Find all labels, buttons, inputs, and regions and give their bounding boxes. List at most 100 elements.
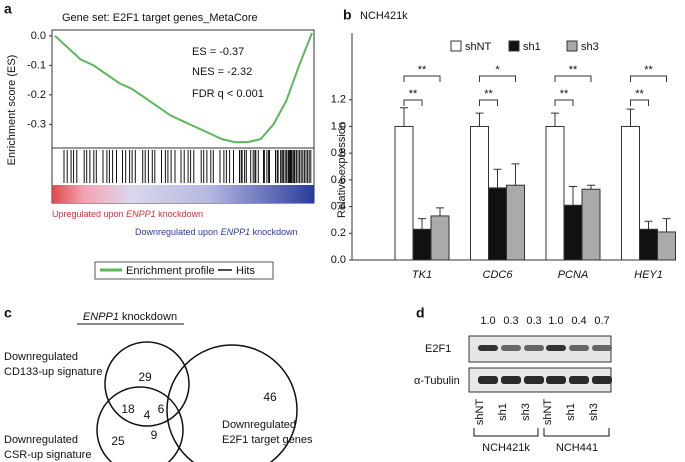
rank-gradient [52, 185, 314, 203]
chart-title: Gene set: E2F1 target genes_MetaCore [62, 12, 258, 24]
x-tick-label: CDC6 [483, 269, 514, 281]
annotation: ES = -0.37 [192, 46, 244, 58]
hits [63, 150, 312, 183]
significance-bracket [630, 75, 667, 82]
text-part: ENPP1 [126, 209, 156, 219]
y-tick-label: 0.6 [331, 174, 346, 186]
significance-label: ** [418, 64, 427, 76]
band [546, 345, 566, 351]
ratio: 0.7 [594, 315, 609, 327]
error-bar [493, 168, 502, 188]
y-tick-label: -0.3 [27, 118, 46, 130]
significance-bracket [479, 99, 498, 106]
annotation: Upregulated upon ENPP1 knockdown [52, 209, 203, 219]
bar [621, 125, 640, 261]
error-bar [587, 184, 595, 190]
band [524, 376, 544, 384]
significance-bracket [403, 75, 441, 82]
bar [394, 125, 414, 261]
text-part: Downregulated upon [135, 227, 221, 237]
band [592, 345, 612, 351]
bar [545, 125, 565, 261]
venn-circle [104, 341, 190, 427]
error-bar [662, 218, 671, 232]
significance-label: ** [644, 64, 653, 76]
region-count: 9 [151, 428, 158, 442]
band [569, 345, 589, 351]
lane-label: sh3 [588, 403, 600, 421]
significance-label: ** [569, 64, 578, 76]
x-tick-label: TK1 [412, 269, 432, 281]
ratio: 0.3 [503, 315, 518, 327]
band-label: α-Tubulin [414, 375, 460, 387]
band [524, 345, 544, 351]
band [478, 376, 498, 384]
significance-bracket [554, 75, 592, 82]
band [569, 376, 589, 384]
y-tick-label: -0.1 [27, 59, 46, 71]
x-tick-label: PCNA [558, 269, 589, 281]
panel-letter: c [4, 305, 12, 321]
lane-label: sh1 [497, 403, 509, 421]
es-line [54, 32, 313, 144]
legend-swatch [566, 40, 578, 52]
region-count: 18 [121, 402, 135, 416]
error-bar [436, 207, 444, 216]
y-tick-label: 1.2 [331, 94, 346, 106]
legend-label: Enrichment profile [126, 265, 215, 277]
legend-label: shNT [465, 41, 492, 53]
y-axis-label: Enrichment score (ES) [6, 55, 18, 166]
ratio: 0.4 [571, 315, 586, 327]
chart-title: NCH421k [360, 10, 408, 22]
text-part: knockdown [250, 227, 298, 237]
bar [470, 125, 489, 261]
region-count: 46 [263, 390, 277, 404]
ratio: 0.3 [526, 315, 541, 327]
error-bar [644, 220, 653, 230]
lane-label: sh1 [565, 403, 577, 421]
annotation: FDR q < 0.001 [192, 88, 264, 100]
text-part: knockdown [156, 209, 204, 219]
y-tick-label: -0.2 [27, 89, 46, 101]
bar [412, 228, 432, 261]
y-tick-label: 0.0 [331, 254, 346, 266]
bar [639, 228, 658, 261]
significance-label: ** [560, 88, 569, 100]
cell-line: NCH421k [482, 442, 530, 454]
annotation: Downregulated upon ENPP1 knockdown [135, 227, 298, 237]
set-label: E2F1 target genes [222, 434, 313, 446]
error-bar [569, 186, 577, 206]
error-bar [400, 107, 408, 127]
lane-label: shNT [542, 399, 554, 426]
region-count: 6 [158, 402, 165, 416]
text-part: ENPP1 [221, 227, 251, 237]
bar [506, 184, 525, 261]
error-bar [551, 112, 559, 127]
band-label: E2F1 [425, 343, 451, 355]
annotation: NES = -2.32 [192, 66, 252, 78]
band [592, 376, 612, 384]
significance-bracket [630, 99, 649, 106]
panel-letter: a [4, 1, 12, 17]
venn-title: ENPP1 knockdown [83, 311, 177, 323]
significance-label: ** [635, 88, 644, 100]
x-tick-label: HEY1 [634, 269, 663, 281]
significance-bracket [554, 99, 574, 106]
bar [430, 215, 450, 261]
bands [478, 345, 612, 384]
legend-swatch [450, 40, 462, 52]
text-part: ENPP1 [83, 311, 119, 323]
legend-label: sh1 [523, 41, 541, 53]
y-tick-label: 0.0 [31, 30, 46, 42]
panel-letter: b [343, 7, 352, 23]
ratio: 1.0 [548, 315, 563, 327]
legend-swatch [508, 40, 520, 52]
error-bar [626, 108, 635, 127]
band [546, 376, 566, 384]
bar [563, 204, 583, 261]
set-label: CSR-up signature [4, 449, 91, 461]
y-axis-label: Relative expression [336, 122, 348, 218]
significance-label: * [495, 64, 500, 76]
region-count: 4 [144, 408, 151, 422]
panel-letter: d [416, 305, 425, 321]
